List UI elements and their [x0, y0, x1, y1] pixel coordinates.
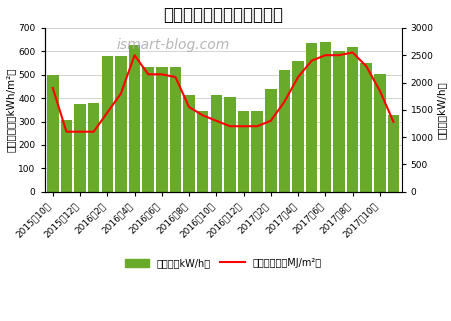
Bar [197, 111, 208, 192]
Bar [183, 95, 194, 192]
Bar [142, 66, 154, 192]
Bar [47, 75, 59, 192]
Bar [87, 103, 99, 192]
Title: 全天日射量と発電量の推移: 全天日射量と発電量の推移 [163, 5, 282, 23]
Bar [60, 120, 72, 192]
Bar [319, 42, 331, 192]
Bar [156, 66, 167, 192]
Bar [359, 63, 371, 192]
Bar [237, 111, 249, 192]
Bar [74, 104, 86, 192]
Legend: 発電量（kW/h）, 全天日射量（MJ/m²）: 発電量（kW/h）, 全天日射量（MJ/m²） [120, 254, 325, 272]
Bar [346, 47, 358, 192]
Bar [264, 89, 276, 192]
Bar [129, 45, 140, 192]
Bar [292, 61, 303, 192]
Bar [373, 74, 385, 192]
Text: ismart-blog.com: ismart-blog.com [116, 38, 229, 52]
Bar [251, 111, 262, 192]
Bar [101, 56, 113, 192]
Bar [224, 97, 235, 192]
Bar [278, 70, 290, 192]
Bar [210, 95, 221, 192]
Bar [169, 66, 181, 192]
Y-axis label: 全天日射量（kWh/m²）: 全天日射量（kWh/m²） [5, 68, 15, 152]
Bar [115, 56, 126, 192]
Bar [387, 115, 398, 192]
Bar [305, 43, 317, 192]
Bar [332, 51, 344, 192]
Y-axis label: 発電量（kW/h）: 発電量（kW/h） [436, 81, 446, 139]
